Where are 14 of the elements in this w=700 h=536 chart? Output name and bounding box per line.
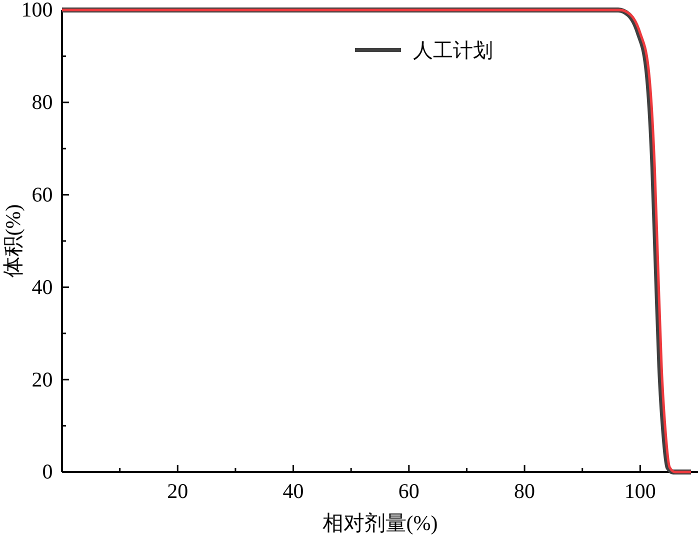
- x-tick-label: 100: [624, 479, 656, 504]
- y-tick-label: 60: [32, 182, 53, 207]
- y-tick-label: 100: [21, 0, 53, 22]
- x-tick-label: 20: [167, 479, 188, 504]
- x-tick-label: 60: [398, 479, 420, 504]
- y-tick-label: 20: [32, 367, 53, 392]
- y-tick-label: 40: [32, 274, 53, 299]
- legend-label: 人工计划: [413, 40, 493, 62]
- y-tick-label: 0: [42, 460, 53, 484]
- y-tick-label: 80: [32, 90, 53, 114]
- x-tick-label: 80: [514, 479, 536, 504]
- x-tick-label: 40: [282, 479, 304, 504]
- y-axis-title: 体积(%): [1, 204, 25, 278]
- x-axis-title: 相对剂量(%): [322, 511, 438, 535]
